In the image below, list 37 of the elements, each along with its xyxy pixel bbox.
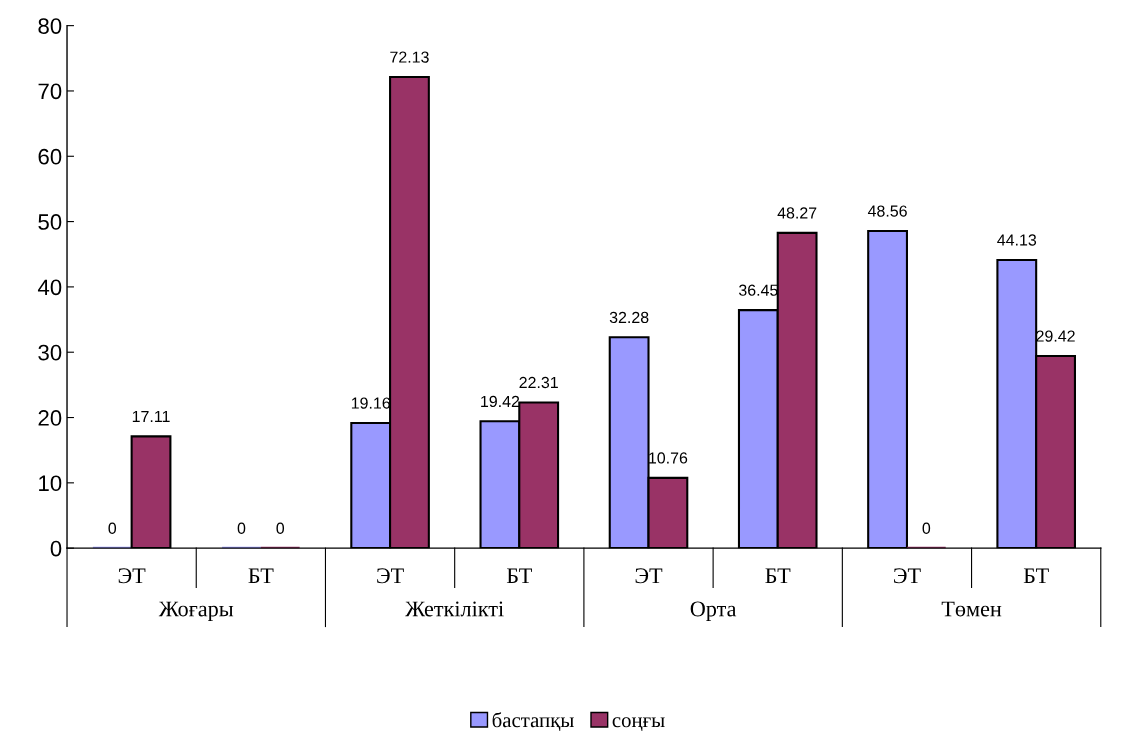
data-label: 0: [922, 522, 931, 534]
legend-label: соңғы: [612, 717, 665, 732]
data-label: 22.31: [519, 376, 558, 389]
data-label: 44.13: [997, 234, 1037, 246]
data-label: 72.13: [390, 51, 429, 63]
x-tick-label: ЭТ: [118, 568, 146, 584]
y-tick-label: 40: [37, 279, 62, 296]
data-label: 32.28: [609, 311, 649, 324]
text: Орта: [690, 601, 737, 621]
y-tick-label: 0: [50, 540, 62, 557]
y-tick-label: 50: [38, 214, 62, 230]
y-tick-label: 10: [39, 475, 62, 492]
data-label: 48.27: [777, 207, 817, 219]
y-tick-label: 60: [38, 148, 62, 165]
x-tick-label: БТ: [248, 568, 274, 584]
data-label: 0: [276, 522, 285, 534]
text: Жоғары: [158, 601, 234, 621]
data-label: 19.42: [481, 395, 520, 408]
text: Төмен: [941, 601, 1002, 617]
x-tick-label: БТ: [765, 568, 791, 584]
y-tick-label: 30: [38, 344, 62, 361]
x-tick-label: БТ: [506, 568, 532, 584]
data-label: 48.56: [867, 205, 907, 217]
data-label: 0: [108, 522, 117, 534]
data-label: 36.45: [738, 284, 778, 296]
x-tick-label: ЭТ: [894, 568, 921, 584]
x-tick-label: ЭТ: [635, 568, 663, 584]
text: Жеткілікті: [405, 601, 504, 617]
legend-label: бастапқы: [492, 712, 574, 732]
data-label: 0: [237, 522, 246, 534]
y-tick-label: 80: [38, 18, 62, 34]
data-label: 29.42: [1036, 330, 1075, 342]
x-tick-label: БТ: [1023, 568, 1049, 584]
x-tick-label: ЭТ: [377, 568, 404, 584]
data-label: 17.11: [132, 410, 170, 422]
y-tick-label: 20: [38, 410, 62, 426]
y-tick-label: 70: [38, 83, 62, 100]
